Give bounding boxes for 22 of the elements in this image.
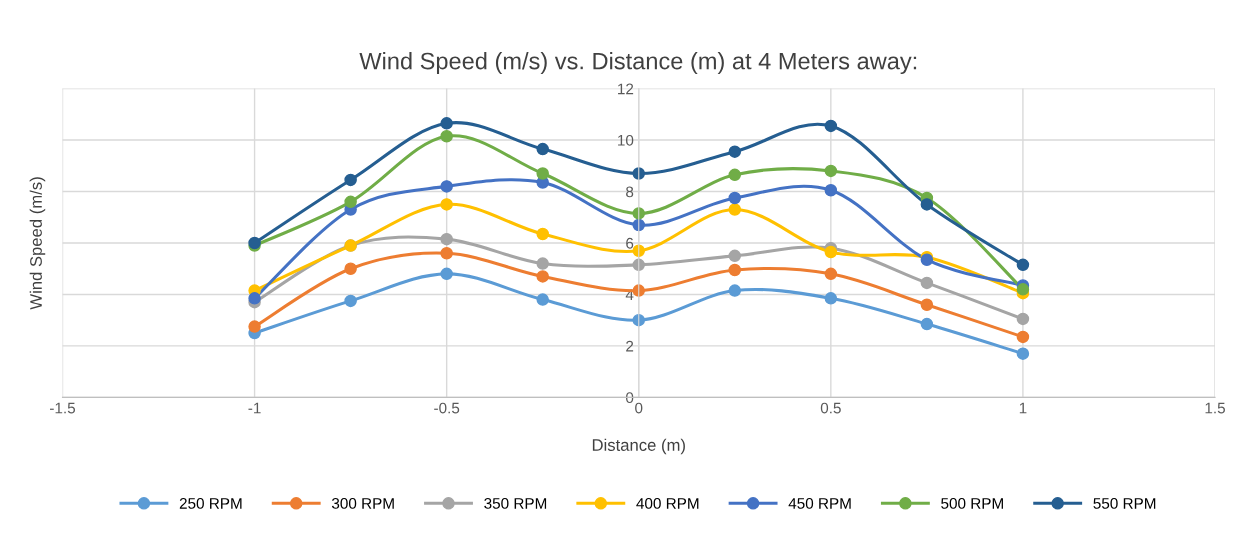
x-axis-title: Distance (m) [592,438,685,455]
x-tick-label: 0 [635,402,643,414]
x-tick-label: 1.5 [1205,402,1225,414]
y-tick-label: 6 [626,237,634,249]
x-tick-label: -1 [248,402,261,414]
legend-label: 300 RPM [331,497,394,509]
y-tick-label: 2 [626,340,634,352]
legend-label: 450 RPM [788,497,851,509]
x-tick-label: -1.5 [50,402,76,414]
y-axis-title: Wind Speed (m/s) [29,177,46,310]
x-tick-label: -0.5 [434,402,460,414]
x-tick-label: 0.5 [820,402,841,414]
y-tick-label: 12 [618,83,634,95]
x-tick-label: 1 [1019,402,1027,414]
legend-label: 500 RPM [941,497,1003,509]
y-tick-label: 8 [626,186,634,198]
legend-label: 350 RPM [484,497,547,509]
y-tick-label: 10 [618,134,634,146]
chart-title: Wind Speed (m/s) vs. Distance (m) at 4 Meters away: [359,52,917,75]
legend-label: 550 RPM [1093,497,1156,509]
legend-label: 250 RPM [179,497,242,509]
legend-label: 400 RPM [636,497,699,509]
